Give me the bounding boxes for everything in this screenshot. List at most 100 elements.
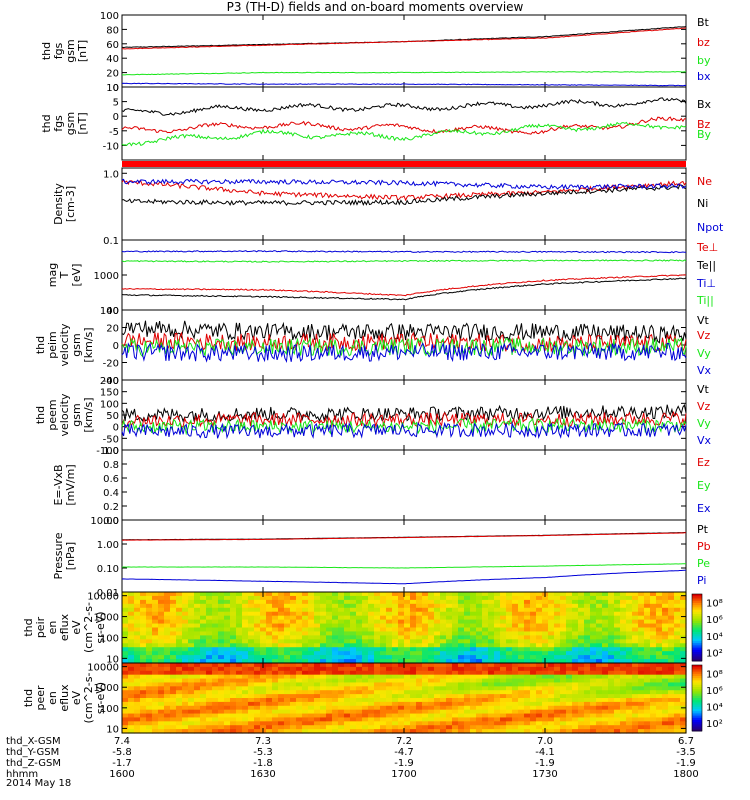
- spectrogram-cell: [158, 709, 165, 715]
- spectrogram-cell: [596, 701, 603, 707]
- spectrogram-cell: [146, 639, 153, 644]
- spectrogram-cell: [638, 643, 645, 648]
- spectrogram-cell: [656, 717, 663, 722]
- spectrogram-cell: [320, 686, 327, 691]
- spectrogram-cell: [194, 729, 201, 734]
- spectrogram-cell: [464, 655, 471, 660]
- spectrogram-cell: [560, 607, 567, 613]
- spectrogram-cell: [524, 729, 531, 734]
- spectrogram-cell: [530, 639, 537, 644]
- spectrogram-cell: [308, 607, 315, 613]
- spectrogram-cell: [608, 729, 615, 734]
- spectrogram-cell: [644, 690, 651, 695]
- spectrogram-cell: [254, 619, 261, 625]
- spectrogram-cell: [470, 659, 477, 664]
- y-axis-label: thd: [40, 42, 53, 60]
- spectrogram-cell: [272, 619, 279, 625]
- spectrogram-cell: [170, 663, 177, 668]
- spectrogram-cell: [482, 678, 489, 684]
- spectrogram-cell: [206, 615, 213, 621]
- spectrogram-cell: [578, 639, 585, 644]
- spectrogram-cell: [614, 603, 621, 609]
- spectrogram-cell: [602, 670, 609, 676]
- spectrogram-cell: [278, 678, 285, 684]
- colorbar-tick-label: 10²: [706, 649, 723, 660]
- spectrogram-cell: [482, 651, 489, 656]
- spectrogram-cell: [392, 670, 399, 676]
- spectrogram-cell: [200, 643, 207, 648]
- spectrogram-cell: [236, 607, 243, 613]
- spectrogram-cell: [500, 611, 507, 617]
- spectrogram-cell: [488, 635, 495, 640]
- spectrogram-cell: [392, 611, 399, 617]
- y-axis-label: sr-eV): [94, 682, 107, 714]
- spectrogram-cell: [434, 607, 441, 613]
- spectrogram-cell: [350, 623, 357, 629]
- spectrogram-cell: [650, 655, 657, 660]
- spectrogram-cell: [458, 690, 465, 695]
- spectrogram-cell: [488, 603, 495, 609]
- spectrogram-cell: [398, 701, 405, 707]
- spectrogram-cell: [350, 690, 357, 695]
- spectrogram-cell: [542, 682, 549, 687]
- spectrogram-cell: [242, 623, 249, 629]
- colorbar-segment: [692, 667, 702, 670]
- spectrogram-cell: [536, 592, 543, 597]
- spectrogram-cell: [374, 659, 381, 664]
- spectrogram-cell: [272, 592, 279, 597]
- spectrogram-cell: [590, 655, 597, 660]
- spectrogram-cell: [530, 678, 537, 684]
- spectrogram-cell: [512, 721, 519, 726]
- spectrogram-cell: [140, 701, 147, 707]
- spectrogram-cell: [488, 655, 495, 660]
- spectrogram-cell: [134, 725, 141, 730]
- spectrogram-cell: [230, 603, 237, 609]
- spectrogram-cell: [218, 592, 225, 597]
- spectrogram-cell: [374, 643, 381, 648]
- spectrogram-cell: [314, 607, 321, 613]
- spectrogram-cell: [560, 635, 567, 640]
- spectrogram-cell: [680, 666, 687, 672]
- spectrogram-cell: [230, 659, 237, 664]
- spectrogram-cell: [404, 651, 411, 656]
- spectrogram-cell: [206, 595, 213, 601]
- spectrogram-cell: [290, 615, 297, 621]
- spectrogram-cell: [494, 721, 501, 726]
- spectrogram-cell: [620, 631, 627, 636]
- spectrogram-cell: [614, 599, 621, 605]
- colorbar-segment: [692, 643, 702, 646]
- spectrogram-cell: [602, 678, 609, 684]
- spectrogram-cell: [446, 647, 453, 652]
- y-tick-label: -20: [103, 359, 119, 370]
- spectrogram-cell: [344, 635, 351, 640]
- spectrogram-cell: [554, 725, 561, 730]
- spectrogram-cell: [254, 713, 261, 719]
- spectrogram-cell: [536, 615, 543, 621]
- spectrogram-cell: [152, 611, 159, 617]
- colorbar-segment: [692, 598, 702, 602]
- spectrogram-cell: [668, 623, 675, 629]
- spectrogram-cell: [494, 690, 501, 695]
- spectrogram-cell: [176, 627, 183, 633]
- spectrogram-cell: [668, 694, 675, 699]
- spectrogram-cell: [626, 623, 633, 629]
- spectrogram-cell: [122, 701, 129, 707]
- spectrogram-cell: [374, 647, 381, 652]
- spectrogram-cell: [254, 721, 261, 726]
- spectrogram-cell: [206, 663, 213, 668]
- spectrogram-cell: [440, 705, 447, 711]
- spectrogram-cell: [674, 631, 681, 636]
- ephemeris-value: -1.8: [253, 758, 273, 769]
- spectrogram-cell: [458, 651, 465, 656]
- spectrogram-cell: [254, 682, 261, 687]
- spectrogram-cell: [212, 631, 219, 636]
- spectrogram-cell: [536, 666, 543, 672]
- spectrogram-cell: [530, 674, 537, 680]
- spectrogram-cell: [380, 635, 387, 640]
- spectrogram-cell: [410, 709, 417, 715]
- spectrogram-cell: [428, 603, 435, 609]
- spectrogram-cell: [230, 705, 237, 711]
- spectrogram-cell: [326, 717, 333, 722]
- spectrogram-cell: [566, 607, 573, 613]
